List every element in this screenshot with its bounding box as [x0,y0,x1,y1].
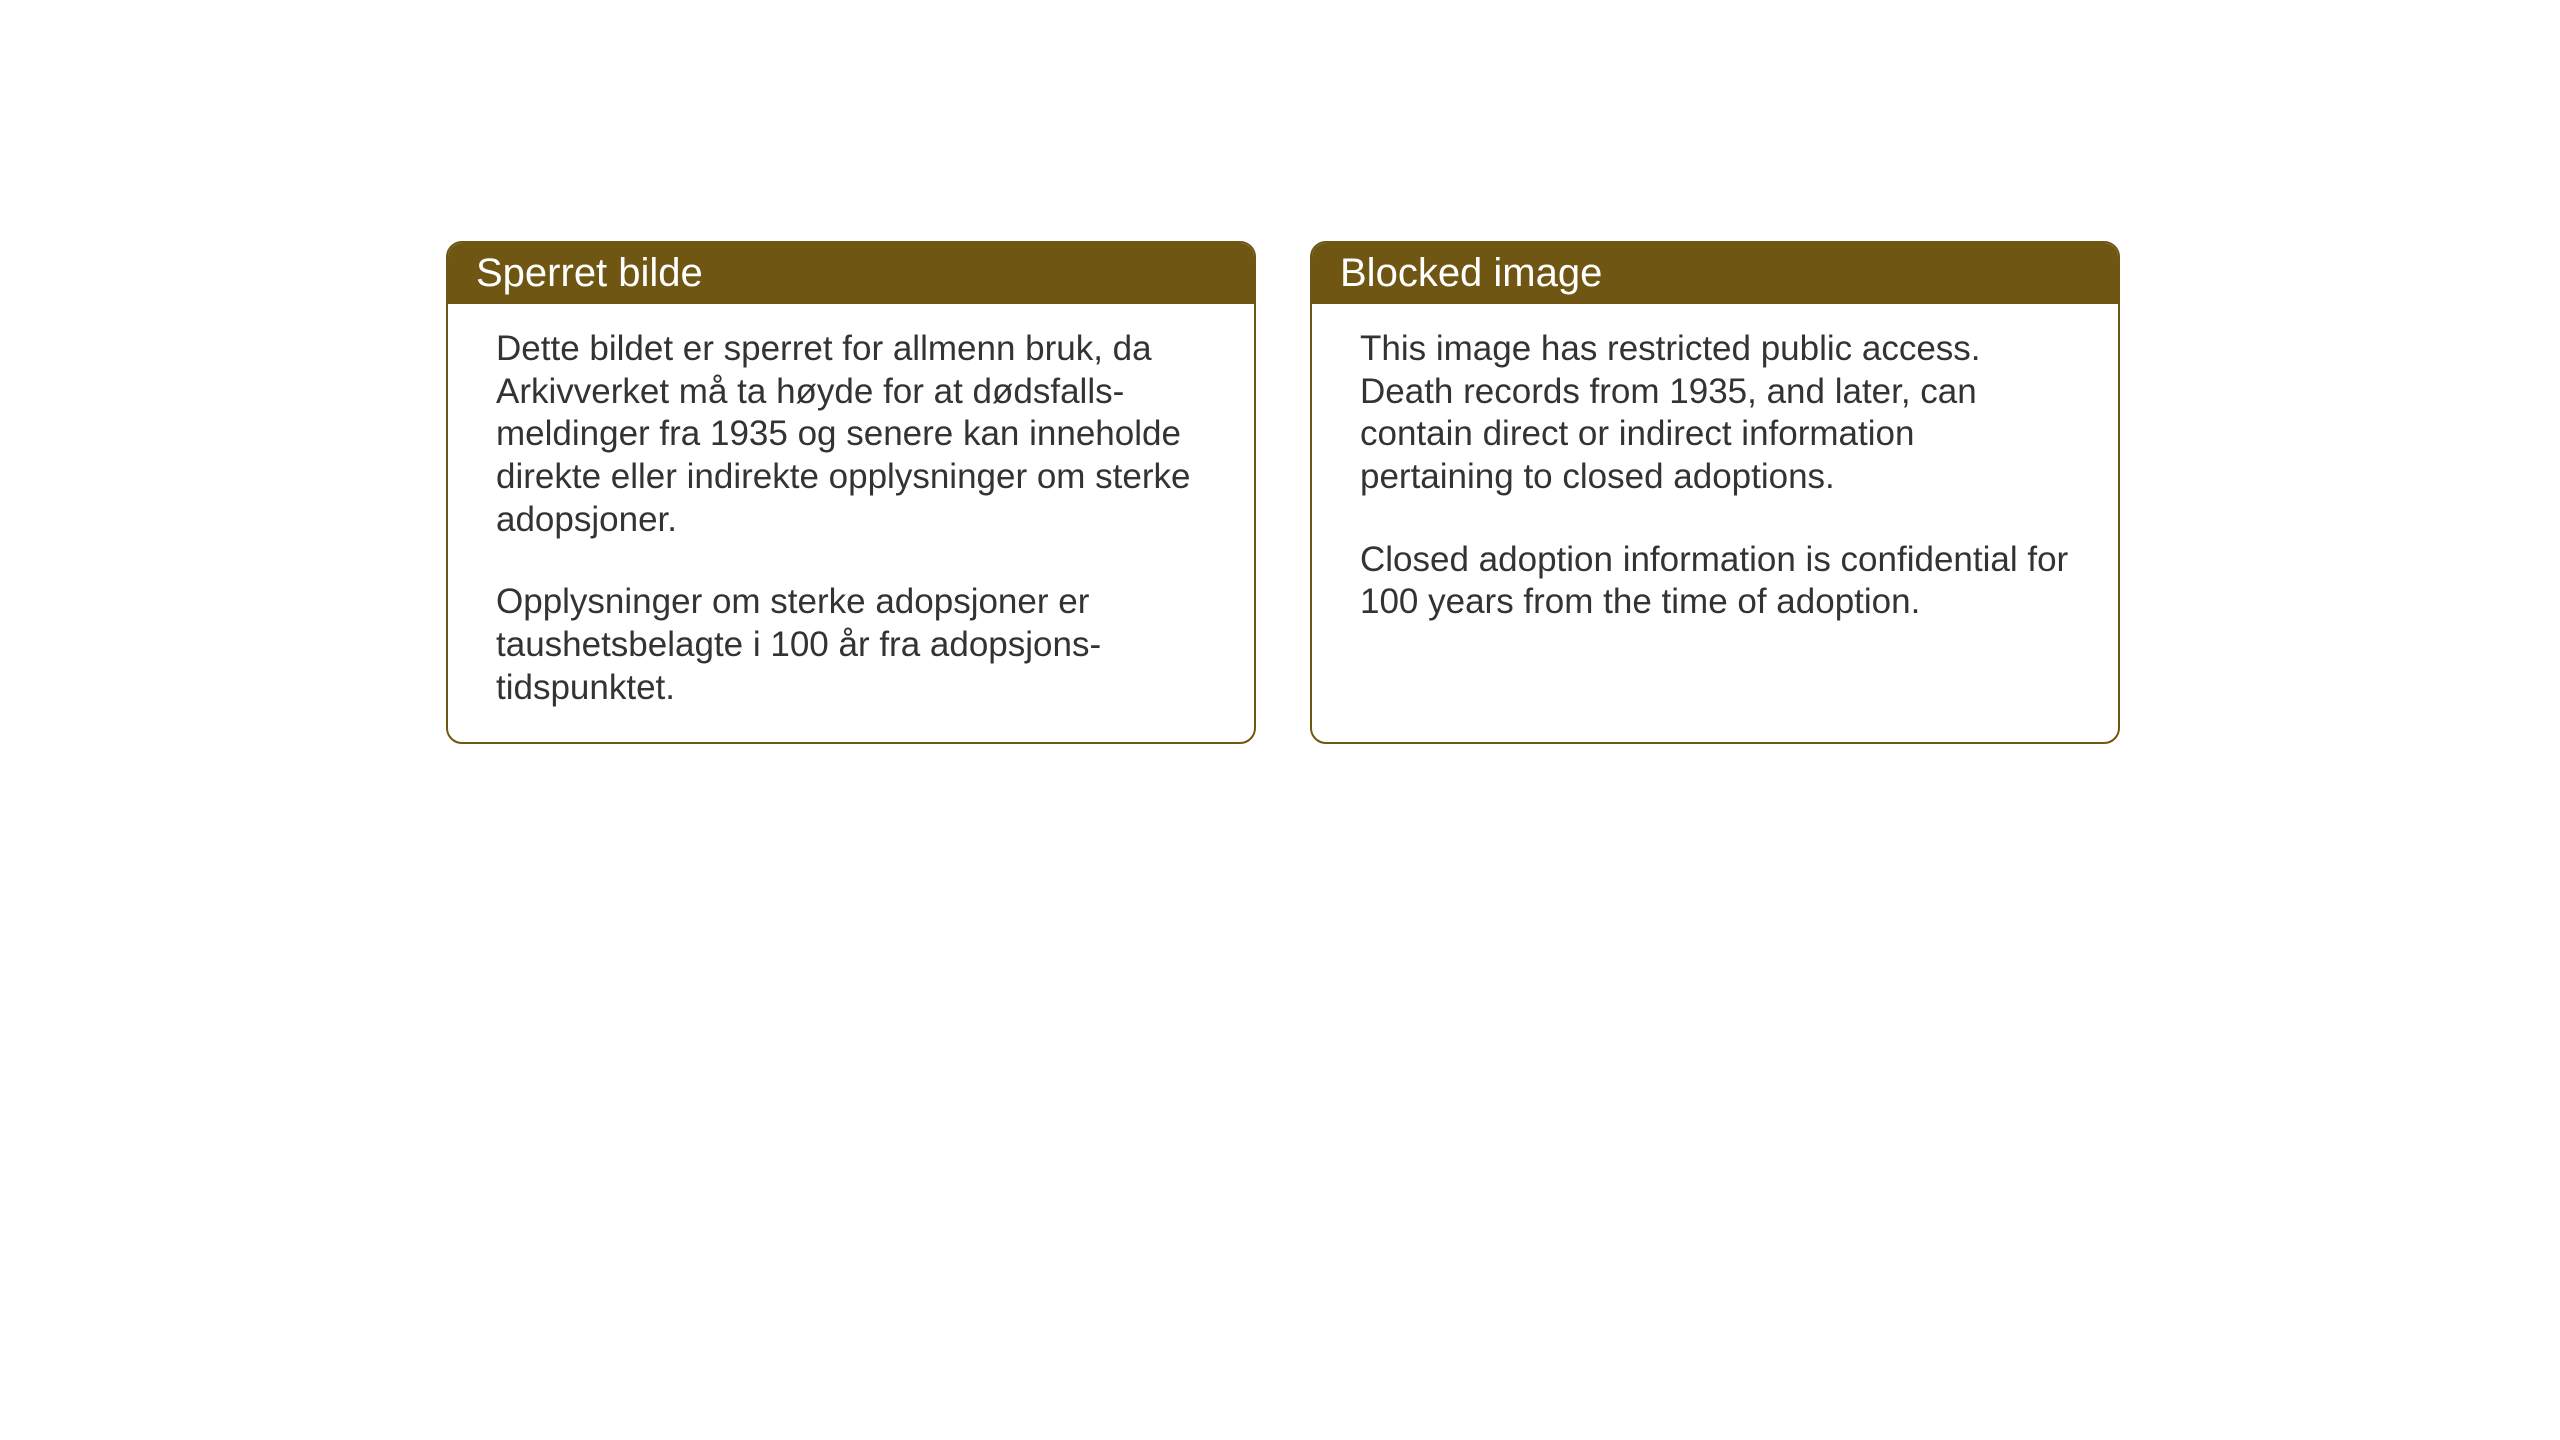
card-title-norwegian: Sperret bilde [476,251,703,295]
card-paragraph-norwegian-1: Dette bildet er sperret for allmenn bruk… [496,328,1206,541]
card-paragraph-english-2: Closed adoption information is confident… [1360,539,2070,624]
card-header-norwegian: Sperret bilde [448,243,1254,304]
card-norwegian: Sperret bilde Dette bildet er sperret fo… [446,241,1256,744]
card-title-english: Blocked image [1340,251,1602,295]
card-paragraph-english-1: This image has restricted public access.… [1360,328,2070,499]
card-body-norwegian: Dette bildet er sperret for allmenn bruk… [448,304,1254,742]
card-body-english: This image has restricted public access.… [1312,304,2118,656]
card-header-english: Blocked image [1312,243,2118,304]
card-paragraph-norwegian-2: Opplysninger om sterke adopsjoner er tau… [496,581,1206,709]
cards-container: Sperret bilde Dette bildet er sperret fo… [446,241,2120,744]
card-english: Blocked image This image has restricted … [1310,241,2120,744]
